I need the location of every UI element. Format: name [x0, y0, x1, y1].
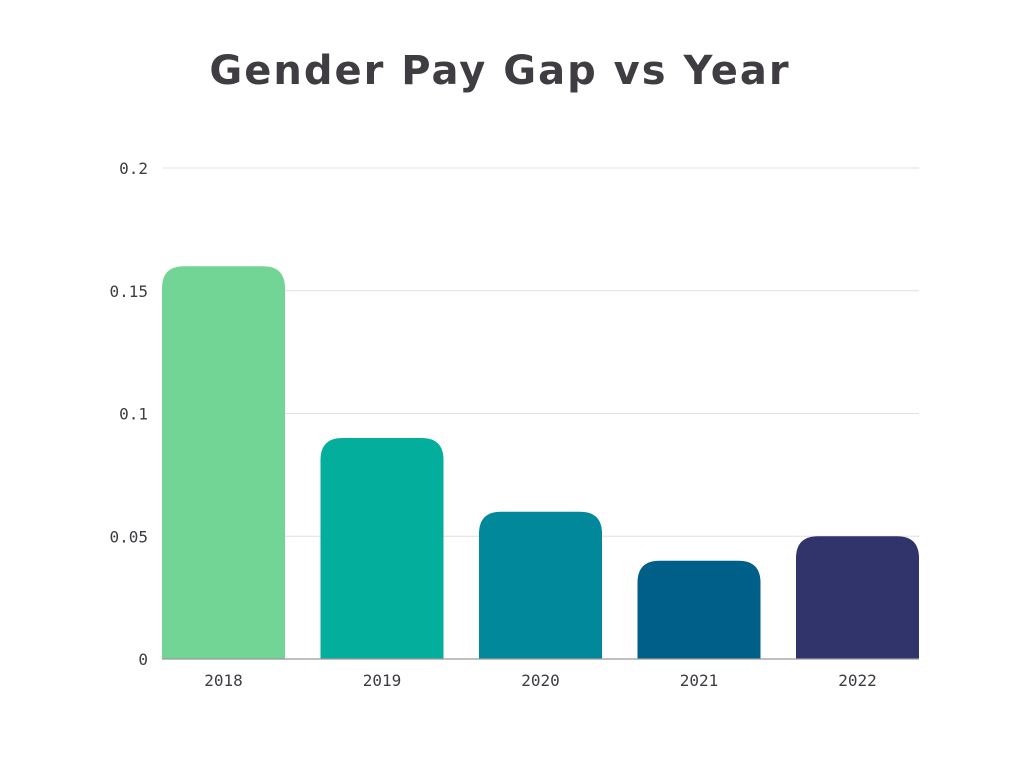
chart-title: Gender Pay Gap vs Year [209, 48, 791, 94]
bar-2020 [479, 511, 602, 659]
bar-layer [162, 266, 919, 659]
x-tick-label: 2020 [521, 671, 560, 690]
y-tick-label: 0.15 [109, 282, 148, 301]
label-layer: 0 0.05 0.1 0.15 0.2 2018 2019 2020 2021 2022 [109, 159, 876, 690]
x-tick-label: 2018 [204, 671, 243, 690]
bar-2022 [796, 536, 919, 659]
bar-2021 [637, 560, 761, 659]
grid-layer [162, 167, 919, 537]
y-tick-label: 0.05 [109, 527, 148, 546]
y-tick-label: 0 [138, 650, 148, 669]
x-tick-label: 2021 [680, 671, 719, 690]
bar-2018 [162, 266, 285, 659]
x-tick-label: 2022 [838, 671, 877, 690]
y-tick-label: 0.1 [119, 405, 148, 424]
bar-2019 [320, 438, 444, 659]
y-tick-label: 0.2 [119, 159, 148, 178]
x-tick-label: 2019 [363, 671, 402, 690]
